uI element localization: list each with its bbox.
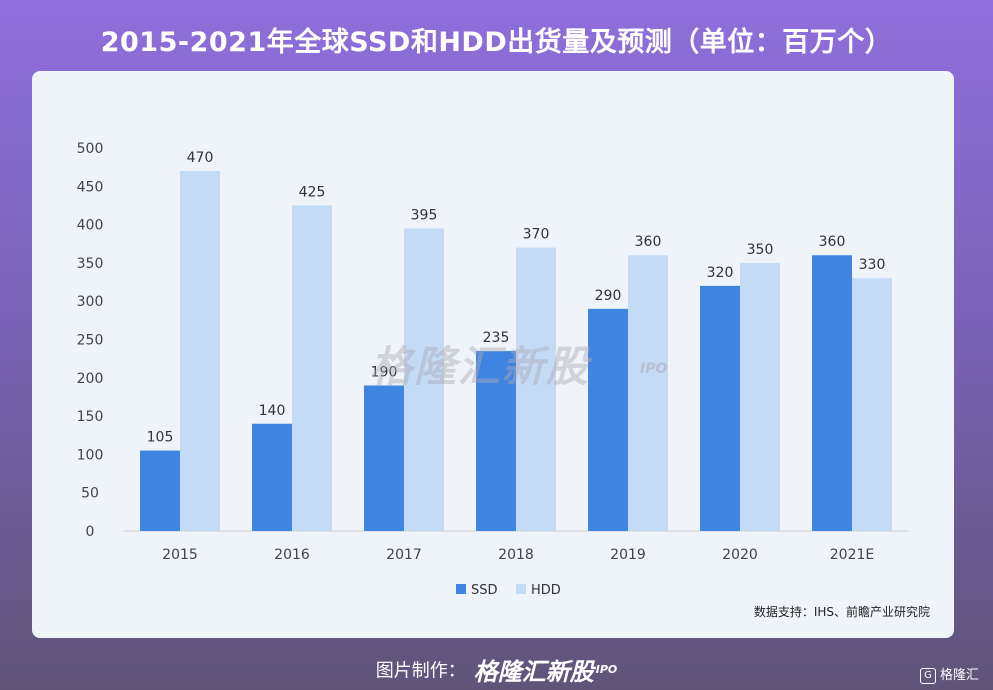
y-tick-label: 350 bbox=[77, 256, 104, 272]
data-label-hdd: 370 bbox=[523, 227, 550, 243]
bar-ssd bbox=[812, 255, 852, 532]
bar-chart: 0 50 100 150 200 250 300 350 400 450 500 105 470 2015… bbox=[77, 141, 908, 598]
x-tick-label: 2020 bbox=[722, 547, 758, 563]
data-label-ssd: 360 bbox=[819, 234, 846, 250]
bar-ssd bbox=[140, 450, 180, 531]
x-tick-label: 2017 bbox=[386, 547, 422, 563]
data-label-hdd: 425 bbox=[299, 184, 326, 200]
chart-card: 0 50 100 150 200 250 300 350 400 450 500 105 470 2015… bbox=[32, 71, 954, 638]
legend-label-ssd: SSD bbox=[471, 583, 498, 598]
data-label-hdd: 360 bbox=[635, 234, 662, 250]
y-tick-label: 200 bbox=[77, 371, 104, 387]
data-label-ssd: 190 bbox=[371, 364, 398, 380]
data-label-hdd: 350 bbox=[747, 242, 774, 258]
x-tick-label: 2015 bbox=[162, 547, 198, 563]
data-label-ssd: 235 bbox=[483, 330, 510, 346]
y-tick-label: 400 bbox=[77, 218, 104, 234]
footer-brand-sub: IPO bbox=[595, 663, 618, 676]
y-tick-label: 450 bbox=[77, 179, 104, 195]
y-tick-label: 50 bbox=[81, 486, 99, 502]
footer-label: 图片制作： bbox=[375, 660, 466, 682]
corner-logo: G 格隆汇 bbox=[919, 664, 979, 684]
data-label-hdd: 470 bbox=[187, 150, 214, 166]
x-tick-label: 2018 bbox=[498, 547, 534, 563]
page-title: 2015-2021年全球SSD和HDD出货量及预测（单位：百万个） bbox=[100, 27, 893, 58]
legend-label-hdd: HDD bbox=[531, 583, 561, 598]
bar-hdd bbox=[404, 228, 444, 531]
data-label-hdd: 330 bbox=[859, 257, 886, 273]
g-logo-icon: G bbox=[919, 667, 936, 684]
bar-ssd bbox=[700, 285, 740, 531]
x-tick-label: 2019 bbox=[610, 547, 646, 563]
bar-hdd bbox=[516, 247, 556, 531]
watermark: 格隆汇新股 bbox=[370, 342, 591, 391]
data-label-ssd: 140 bbox=[259, 403, 286, 419]
x-tick-label: 2021E bbox=[830, 547, 874, 563]
corner-logo-text: 格隆汇 bbox=[939, 668, 979, 683]
data-label-ssd: 320 bbox=[707, 265, 734, 281]
y-tick-label: 250 bbox=[77, 333, 104, 349]
legend-swatch-ssd bbox=[456, 584, 466, 594]
y-tick-label: 100 bbox=[77, 447, 104, 463]
bar-hdd bbox=[628, 255, 668, 532]
bar-hdd bbox=[740, 262, 780, 531]
bar-hdd bbox=[180, 170, 220, 531]
y-tick-label: 0 bbox=[86, 524, 95, 540]
y-tick-label: 300 bbox=[77, 294, 104, 310]
watermark-sub: IPO bbox=[640, 361, 668, 377]
footer-brand: 格隆汇新股 bbox=[473, 658, 594, 686]
data-label-hdd: 395 bbox=[411, 207, 438, 223]
bar-ssd bbox=[252, 423, 292, 531]
x-tick-label: 2016 bbox=[274, 547, 310, 563]
bar-ssd bbox=[364, 385, 404, 531]
y-tick-label: 500 bbox=[77, 141, 104, 157]
bar-hdd bbox=[852, 278, 892, 531]
footer: 图片制作： 格隆汇新股 IPO bbox=[0, 652, 993, 687]
y-tick-label: 150 bbox=[77, 409, 104, 425]
bar-ssd bbox=[588, 308, 628, 531]
data-label-ssd: 105 bbox=[147, 430, 174, 446]
data-label-ssd: 290 bbox=[595, 288, 622, 304]
bar-hdd bbox=[292, 205, 332, 531]
legend-swatch-hdd bbox=[516, 584, 526, 594]
bar-ssd bbox=[476, 350, 516, 531]
source-note: 数据支持：IHS、前瞻产业研究院 bbox=[753, 605, 930, 619]
